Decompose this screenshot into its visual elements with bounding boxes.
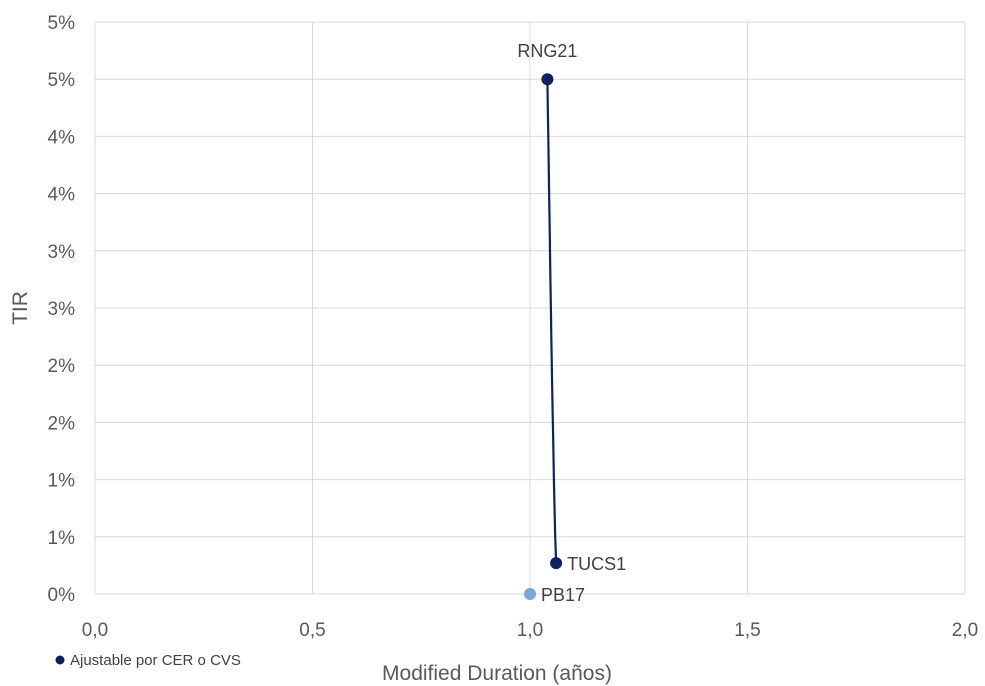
series-0-line (546, 79, 558, 564)
x-tick-label: 0,0 (82, 620, 108, 641)
y-tick-label: 2% (48, 356, 76, 377)
x-tick-label: 1,0 (517, 620, 543, 641)
y-tick-label: 2% (48, 413, 76, 434)
x-tick-label: 0,5 (299, 620, 325, 641)
point-tucs1 (550, 557, 563, 570)
data-label-rng21: RNG21 (517, 41, 577, 61)
y-axis-title: TIR (9, 291, 32, 325)
point-pb17 (524, 588, 536, 600)
trend-lines (546, 79, 558, 564)
legend-label: Ajustable por CER o CVS (70, 652, 241, 669)
y-axis-ticks: 0% 1% 1% 2% 2% 3% 3% 4% 4% 5% 5% (48, 13, 76, 606)
legend: Ajustable por CER o CVS (55, 652, 241, 669)
y-tick-label: 5% (48, 13, 76, 34)
data-label-tucs1: TUCS1 (567, 554, 626, 574)
point-rng21 (541, 73, 554, 86)
point-labels: RNG21 TUCS1 PB17 (517, 41, 626, 605)
x-axis-ticks: 0,0 0,5 1,0 1,5 2,0 (82, 620, 978, 641)
x-tick-label: 2,0 (952, 620, 978, 641)
data-points (524, 73, 563, 600)
y-tick-label: 0% (48, 585, 76, 606)
y-tick-label: 1% (48, 471, 76, 492)
y-tick-label: 5% (48, 70, 76, 91)
gridlines (94, 21, 966, 595)
y-tick-label: 1% (48, 528, 76, 549)
y-tick-label: 4% (48, 127, 76, 148)
y-tick-label: 3% (48, 242, 76, 263)
data-label-pb17: PB17 (541, 585, 585, 605)
y-tick-label: 3% (48, 299, 76, 320)
y-tick-label: 4% (48, 185, 76, 206)
x-tick-label: 1,5 (734, 620, 760, 641)
x-axis-title: Modified Duration (años) (382, 662, 612, 685)
legend-marker (55, 655, 65, 665)
